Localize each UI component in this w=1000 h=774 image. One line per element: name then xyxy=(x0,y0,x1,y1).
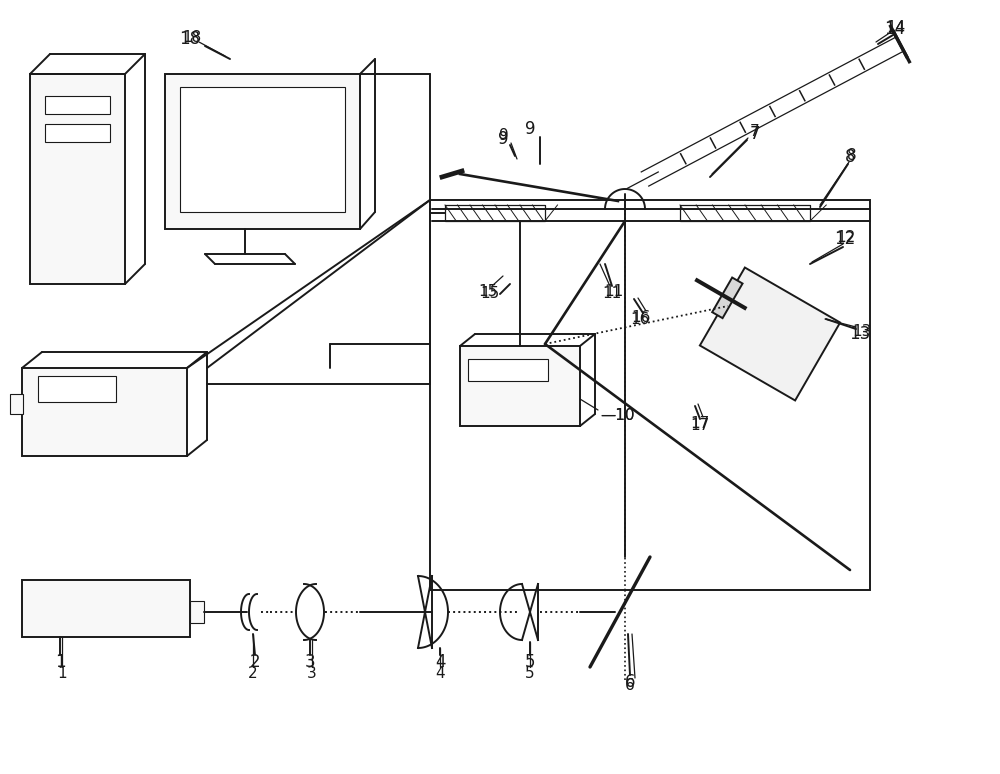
Bar xyxy=(680,205,810,221)
Bar xyxy=(45,96,110,114)
Text: 18: 18 xyxy=(179,30,201,48)
Text: 1: 1 xyxy=(57,666,67,681)
Bar xyxy=(22,368,187,456)
Bar xyxy=(165,74,360,229)
Text: 11: 11 xyxy=(604,283,624,299)
Bar xyxy=(445,205,545,221)
Text: 17: 17 xyxy=(690,419,710,433)
Text: 4: 4 xyxy=(435,653,445,671)
Text: 4: 4 xyxy=(435,666,445,681)
Text: 6: 6 xyxy=(625,679,635,694)
Bar xyxy=(10,394,23,414)
Text: 5: 5 xyxy=(525,653,535,671)
Polygon shape xyxy=(712,278,743,318)
Text: 15: 15 xyxy=(478,285,498,300)
Text: 15: 15 xyxy=(480,286,500,302)
Text: 11: 11 xyxy=(602,286,622,302)
Bar xyxy=(22,580,190,637)
Text: 9: 9 xyxy=(498,130,508,148)
Text: —10: —10 xyxy=(600,409,635,423)
Text: 2: 2 xyxy=(250,653,260,671)
Text: 5: 5 xyxy=(525,666,535,681)
Bar xyxy=(430,200,870,590)
Text: 6: 6 xyxy=(625,673,635,691)
Text: 3: 3 xyxy=(307,666,317,681)
Text: 14: 14 xyxy=(884,20,906,38)
Text: 13: 13 xyxy=(852,324,872,340)
Text: 12: 12 xyxy=(836,231,856,245)
Text: 8: 8 xyxy=(847,149,857,163)
Text: 3: 3 xyxy=(305,653,315,671)
Bar xyxy=(45,124,110,142)
Text: 7: 7 xyxy=(750,125,760,143)
Text: 9: 9 xyxy=(525,120,535,138)
Text: 7: 7 xyxy=(750,125,760,139)
Text: 14: 14 xyxy=(886,20,906,36)
Text: 9: 9 xyxy=(499,128,509,143)
Text: 13: 13 xyxy=(849,325,871,343)
Polygon shape xyxy=(700,268,840,400)
Bar xyxy=(190,601,204,623)
Bar xyxy=(460,346,580,426)
Text: 16: 16 xyxy=(630,311,650,327)
Text: 17: 17 xyxy=(690,416,710,431)
Bar xyxy=(30,74,125,284)
Text: 2: 2 xyxy=(248,666,258,681)
Bar xyxy=(468,359,548,381)
Text: 8: 8 xyxy=(845,148,855,166)
Bar xyxy=(38,376,116,402)
Text: —10: —10 xyxy=(600,409,635,423)
Text: 1: 1 xyxy=(55,653,65,671)
Text: 16: 16 xyxy=(631,310,651,326)
Text: 12: 12 xyxy=(834,230,856,248)
Text: 18: 18 xyxy=(182,29,202,44)
Bar xyxy=(180,87,345,212)
